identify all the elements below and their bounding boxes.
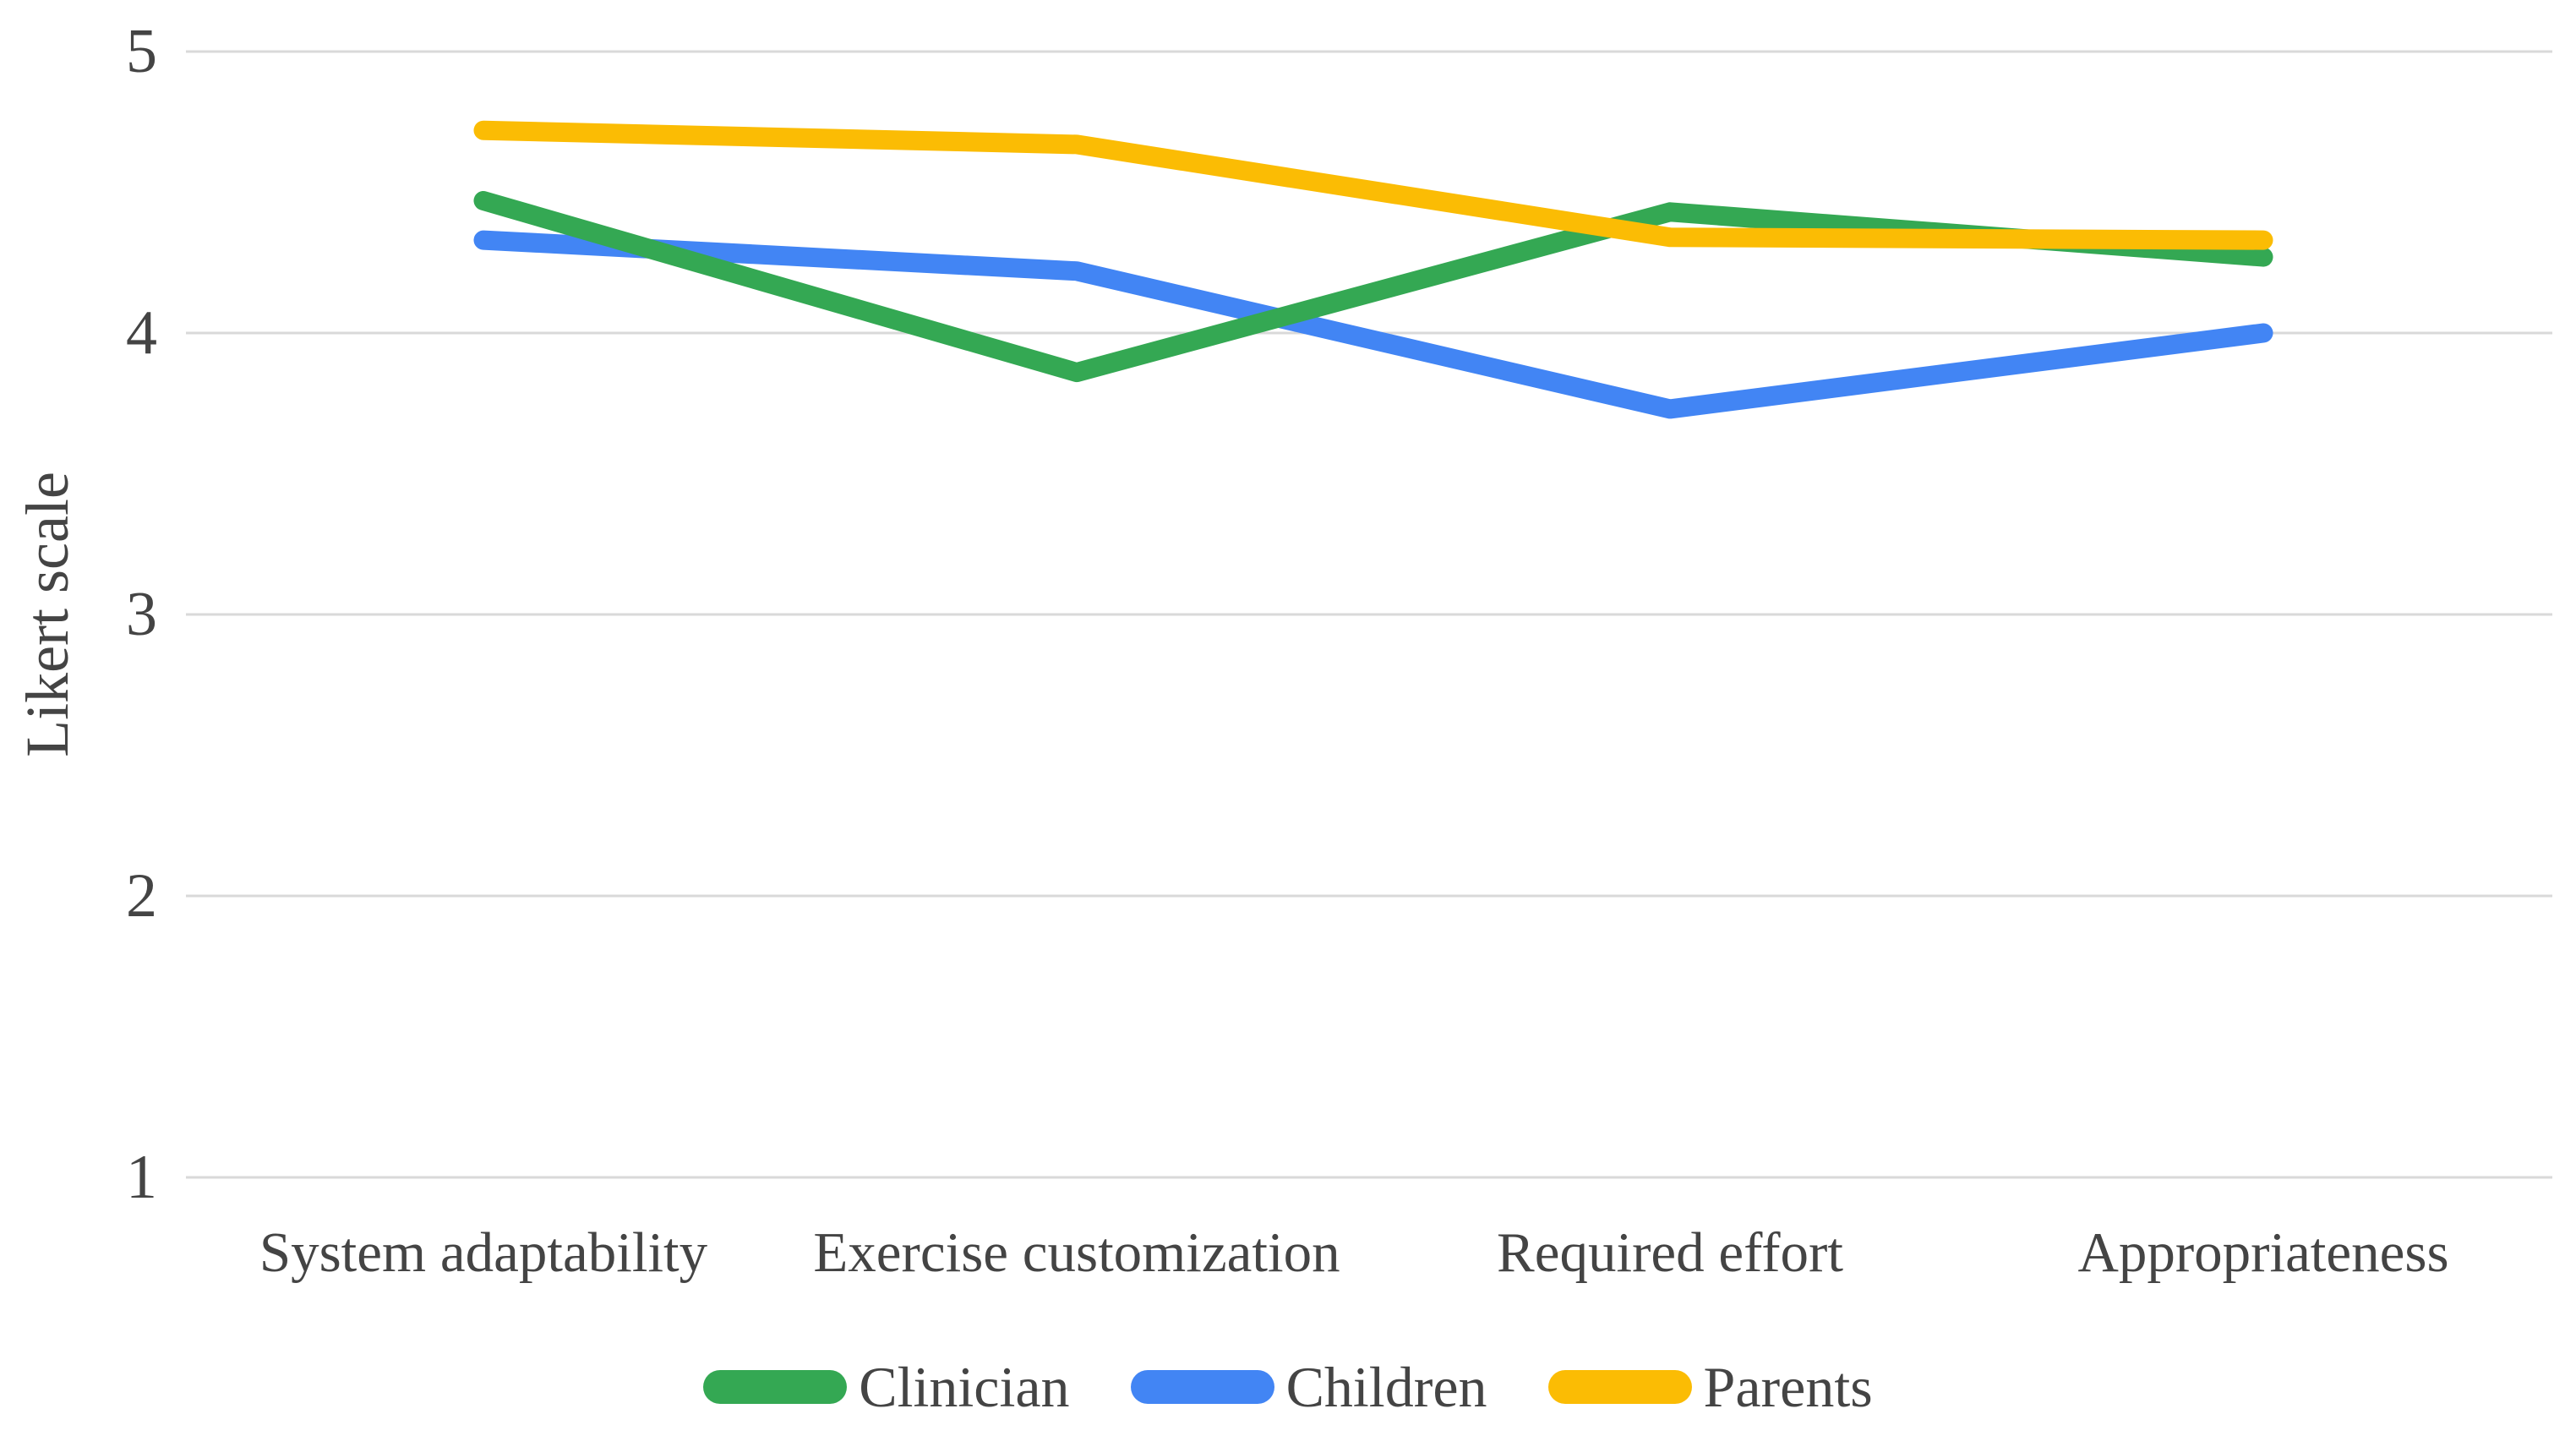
- legend: Clinician Children Parents: [0, 1349, 2576, 1425]
- legend-swatch-children: [1130, 1370, 1274, 1404]
- gridlines: [186, 50, 2552, 1179]
- y-tick-label-4: 4: [126, 298, 157, 368]
- y-tick-label-5: 5: [126, 17, 157, 86]
- legend-swatch-parents: [1547, 1370, 1692, 1404]
- series-line-children: [473, 230, 2273, 419]
- legend-item-children: Children: [1130, 1353, 1487, 1421]
- legend-label-parents: Parents: [1703, 1355, 1873, 1419]
- legend-label-children: Children: [1285, 1355, 1487, 1419]
- series-lines: [473, 120, 2273, 419]
- y-tick-label-1: 1: [126, 1143, 157, 1212]
- legend-item-parents: Parents: [1547, 1353, 1873, 1421]
- y-axis-title: Likert scale: [14, 472, 81, 757]
- legend-item-clinician: Clinician: [703, 1353, 1070, 1421]
- legend-swatch-clinician: [703, 1370, 848, 1404]
- x-category-label-required-effort: Required effort: [1497, 1221, 1843, 1284]
- x-category-label-appropriateness: Appropriateness: [2077, 1221, 2449, 1284]
- y-tick-label-2: 2: [126, 861, 157, 931]
- x-category-label-exercise-customization: Exercise customization: [813, 1221, 1340, 1284]
- series-line-parents: [473, 120, 2273, 250]
- legend-label-clinician: Clinician: [859, 1355, 1070, 1419]
- y-tick-label-3: 3: [126, 580, 157, 649]
- x-category-label-system-adaptability: System adaptability: [259, 1221, 708, 1284]
